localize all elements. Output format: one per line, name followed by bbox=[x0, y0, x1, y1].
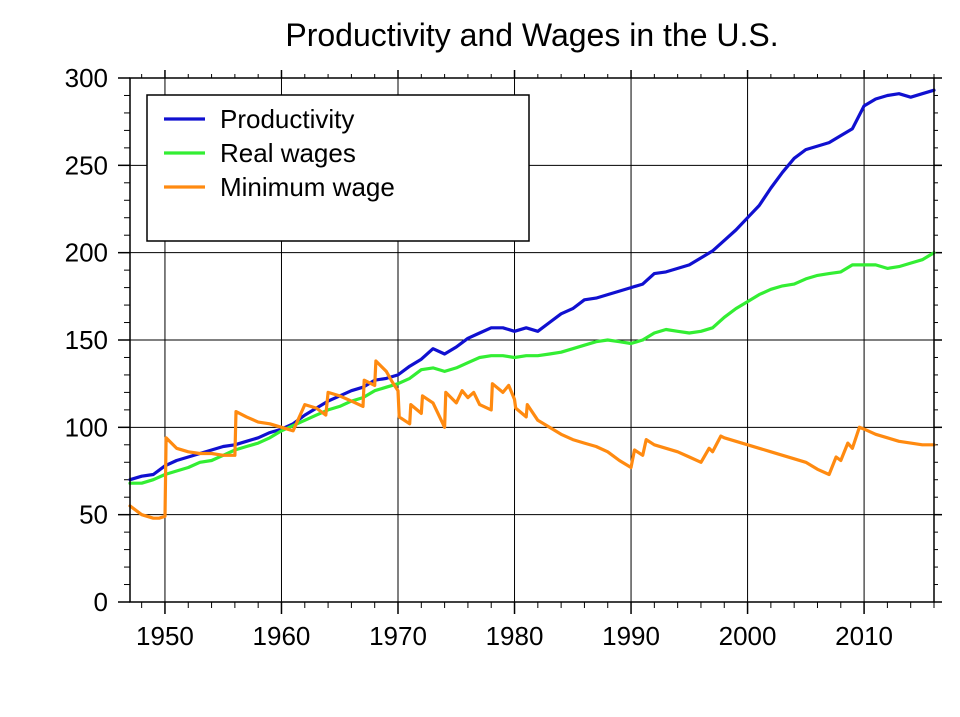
legend: Productivity Real wages Minimum wage bbox=[146, 94, 530, 242]
x-tick-label: 1970 bbox=[369, 621, 427, 651]
x-tick-label: 1990 bbox=[602, 621, 660, 651]
series-line-real-wages bbox=[128, 251, 936, 485]
y-tick-label: 0 bbox=[94, 587, 108, 617]
x-tick-label: 1980 bbox=[486, 621, 544, 651]
y-tick-label: 50 bbox=[79, 500, 108, 530]
data-series bbox=[128, 88, 936, 520]
x-tick-label: 2000 bbox=[719, 621, 777, 651]
x-tick-label: 2010 bbox=[835, 621, 893, 651]
plot-frame bbox=[129, 77, 935, 603]
legend-box bbox=[146, 94, 530, 242]
y-tick-label: 250 bbox=[65, 150, 108, 180]
y-tick-label: 200 bbox=[65, 238, 108, 268]
plot-area-border bbox=[129, 77, 935, 603]
y-tick-label: 150 bbox=[65, 325, 108, 355]
series-line-minimum-wage bbox=[128, 359, 936, 520]
series-line-productivity bbox=[128, 88, 936, 482]
axes: 0 50 100 150 200 250 300 1950 1960 1970 1980 1990 20… bbox=[65, 63, 942, 651]
chart-title: Productivity and Wages in the U.S. bbox=[285, 17, 778, 53]
legend-label-minimum-wage: Minimum wage bbox=[220, 172, 395, 202]
legend-label-real-wages: Real wages bbox=[220, 138, 356, 168]
legend-label-productivity: Productivity bbox=[220, 104, 354, 134]
x-tick-label: 1960 bbox=[253, 621, 311, 651]
y-tick-label: 300 bbox=[65, 63, 108, 93]
x-tick-label: 1950 bbox=[136, 621, 194, 651]
y-tick-label: 100 bbox=[65, 412, 108, 442]
